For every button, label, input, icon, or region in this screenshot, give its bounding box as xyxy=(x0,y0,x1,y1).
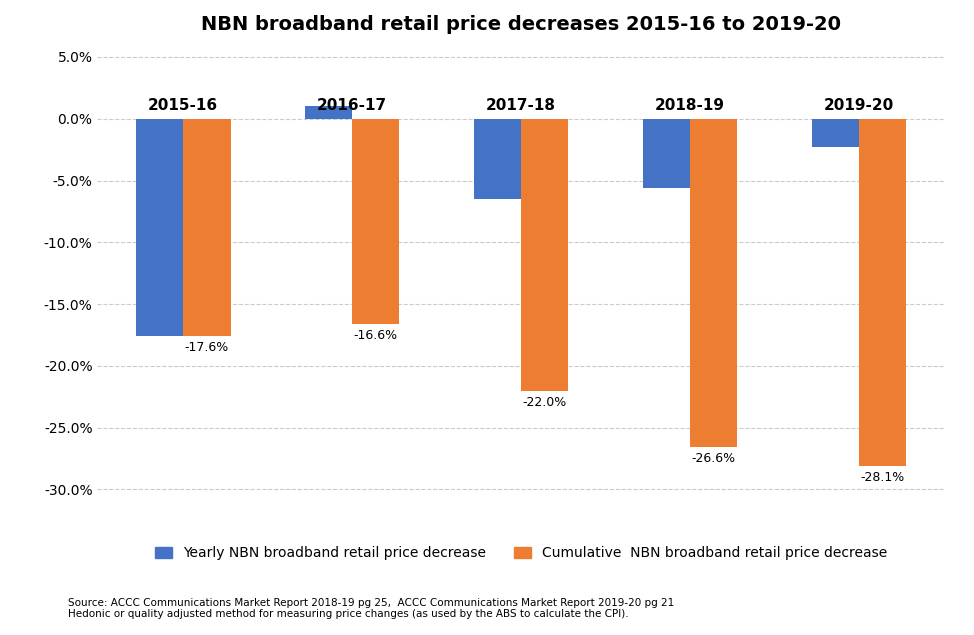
Text: -28.1%: -28.1% xyxy=(860,471,905,484)
Bar xyxy=(305,107,353,119)
Text: 2017-18: 2017-18 xyxy=(486,98,556,113)
Bar xyxy=(811,119,859,147)
Bar xyxy=(473,119,521,199)
Text: 2018-19: 2018-19 xyxy=(656,98,725,113)
Text: 2019-20: 2019-20 xyxy=(824,98,894,113)
Text: 2015-16: 2015-16 xyxy=(148,98,218,113)
Text: Source: ACCC Communications Market Report 2018-19 pg 25,  ACCC Communications Ma: Source: ACCC Communications Market Repor… xyxy=(68,598,674,619)
Bar xyxy=(859,119,906,466)
Text: -26.6%: -26.6% xyxy=(692,452,735,465)
Bar xyxy=(521,119,569,391)
Bar xyxy=(643,119,690,188)
Legend: Yearly NBN broadband retail price decrease, Cumulative  NBN broadband retail pri: Yearly NBN broadband retail price decrea… xyxy=(155,547,887,561)
Bar xyxy=(690,119,737,448)
Bar xyxy=(183,119,231,337)
Bar xyxy=(136,119,183,337)
Text: -22.0%: -22.0% xyxy=(523,396,567,408)
Bar xyxy=(353,119,399,324)
Text: -16.6%: -16.6% xyxy=(354,329,397,342)
Text: 2016-17: 2016-17 xyxy=(318,98,388,113)
Title: NBN broadband retail price decreases 2015-16 to 2019-20: NBN broadband retail price decreases 201… xyxy=(201,15,842,34)
Text: -17.6%: -17.6% xyxy=(185,341,229,354)
